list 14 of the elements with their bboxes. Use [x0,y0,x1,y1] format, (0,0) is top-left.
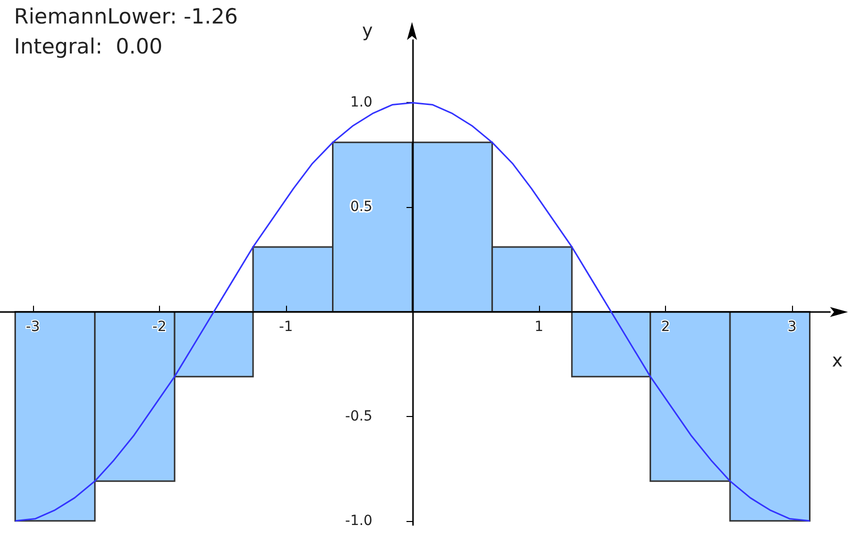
x-axis-title: x [832,350,843,372]
y-tick-label: 1.0 [350,94,372,111]
annotation: Integral: 0.00 [14,34,163,58]
x-tick-label: -3 [26,318,40,335]
x-tick-label: -2 [152,318,166,335]
x-tick-label: 2 [661,318,670,335]
x-tick-label: 1 [534,318,544,335]
y-tick-label: 0.5 [350,199,372,216]
y-axis-title: y [362,20,374,42]
x-tick-label: -1 [278,318,293,335]
y-tick-label: -1.0 [345,512,372,529]
text: RiemannLower: -1.26 [14,4,238,28]
y-tick-label: -0.5 [345,408,372,424]
x-tick-label: 3 [788,318,797,335]
